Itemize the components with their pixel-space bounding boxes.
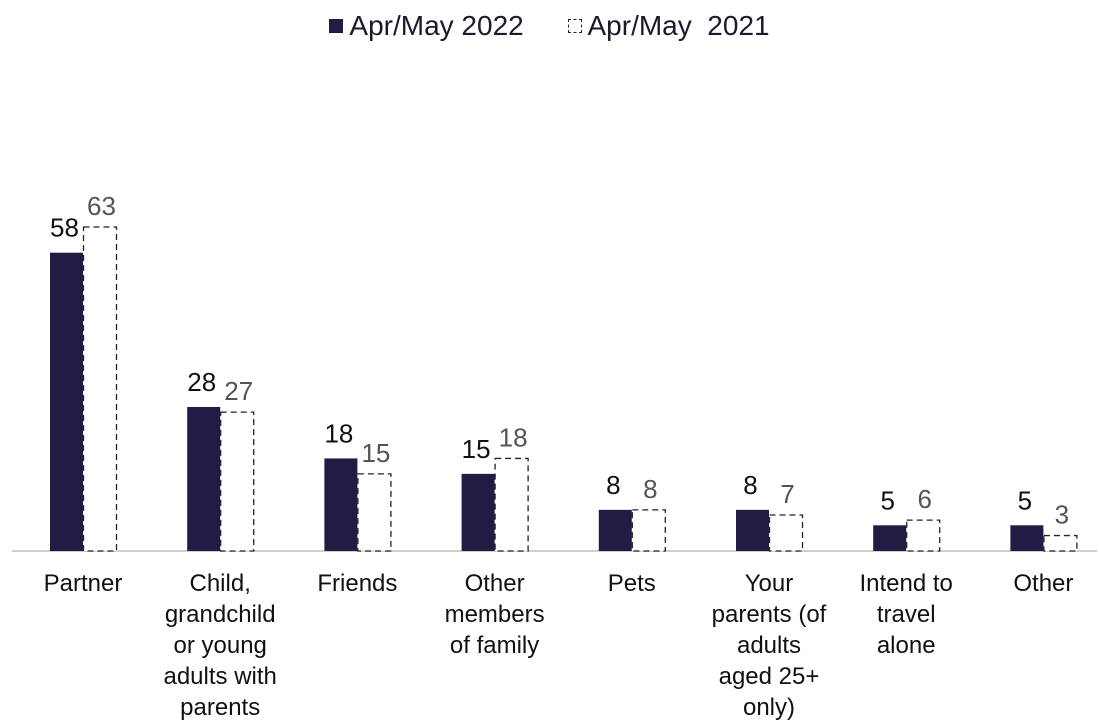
bar-2022-7 (1010, 525, 1044, 551)
data-label-2022-4: 8 (606, 470, 620, 500)
bar-2022-1 (187, 407, 221, 551)
x-tick-label-line: only) (742, 694, 796, 721)
data-label-2022-5: 8 (743, 470, 757, 500)
legend-item-2022: Apr/May 2022 (329, 10, 524, 42)
data-label-2021-6: 6 (917, 484, 931, 514)
bar-2022-4 (598, 509, 632, 551)
bar-2021-4 (631, 509, 666, 552)
bar-2021-5 (768, 514, 804, 552)
x-tick-label-line: Other (464, 570, 525, 597)
data-label-2021-7: 3 (1055, 500, 1069, 530)
bar-2022-3 (461, 473, 495, 551)
legend-label-2021: Apr/May 2021 (587, 10, 770, 41)
bar-2021-2 (357, 473, 392, 552)
data-label-2022-7: 5 (1018, 485, 1032, 515)
x-tick-label-line: travel (876, 601, 936, 628)
x-tick-label-4: Pets (562, 568, 702, 599)
bar-2022-5 (736, 509, 769, 551)
bar-2021-1 (220, 411, 255, 552)
x-tick-label-line: of family (449, 632, 540, 659)
bar-2021-7 (1043, 534, 1078, 552)
x-tick-label-3: Other members of family (425, 568, 565, 661)
x-tick-label-line: alone (876, 632, 936, 659)
data-label-2022-1: 28 (187, 367, 216, 397)
data-label-2021-2: 15 (361, 438, 390, 468)
x-tick-label-line: parents (180, 694, 261, 721)
data-label-2021-3: 18 (499, 422, 528, 452)
x-tick-label-line: adults with (163, 663, 277, 690)
x-tick-label-line: Partner (43, 570, 123, 597)
bar-2022-6 (873, 525, 907, 551)
x-tick-label-2: Friends (287, 568, 427, 599)
x-tick-label-line: Pets (607, 570, 656, 597)
legend: Apr/May 2022 Apr/May 2021 (0, 8, 1099, 42)
data-label-2022-2: 18 (324, 418, 353, 448)
x-tick-label-line: adults (736, 632, 802, 659)
x-tick-label-line: aged 25+ (718, 663, 820, 690)
bar-2021-0 (82, 226, 118, 552)
data-label-2022-3: 15 (462, 434, 491, 464)
data-label-2021-0: 63 (87, 191, 116, 221)
x-tick-label-6: Intend to travel alone (836, 568, 976, 661)
x-tick-label-5: Your parents (of adults aged 25+ only) (699, 568, 839, 723)
data-label-2021-5: 7 (780, 479, 794, 509)
legend-label-2022: Apr/May 2022 (349, 10, 524, 41)
bar-2022-2 (324, 458, 358, 551)
bar-2021-6 (906, 519, 941, 552)
bar-2022-0 (50, 252, 83, 551)
data-label-2022-6: 5 (880, 485, 894, 515)
x-tick-label-0: Partner (13, 568, 153, 599)
x-tick-label-line: members (444, 601, 545, 628)
legend-item-2021: Apr/May 2021 (567, 10, 770, 42)
x-tick-label-line: Child, (189, 570, 251, 597)
data-label-2021-4: 8 (643, 474, 657, 504)
data-label-2022-0: 58 (50, 213, 79, 243)
x-tick-label-line: Other (1013, 570, 1074, 597)
legend-swatch-solid (329, 19, 344, 33)
x-tick-label-line: Friends (317, 570, 398, 597)
x-tick-label-line: Intend to (859, 570, 953, 597)
bar-2021-3 (494, 457, 529, 552)
x-tick-label-line: grandchild (164, 601, 276, 628)
legend-swatch-dashed (567, 19, 582, 33)
x-tick-label-line: Your (744, 570, 794, 597)
data-label-2021-1: 27 (224, 376, 253, 406)
x-tick-label-line: or young (173, 632, 267, 659)
x-tick-label-7: Other (973, 568, 1099, 599)
x-tick-label-1: Child, grandchild or young adults with paren… (150, 568, 290, 723)
x-tick-label-line: parents (of (711, 601, 827, 628)
